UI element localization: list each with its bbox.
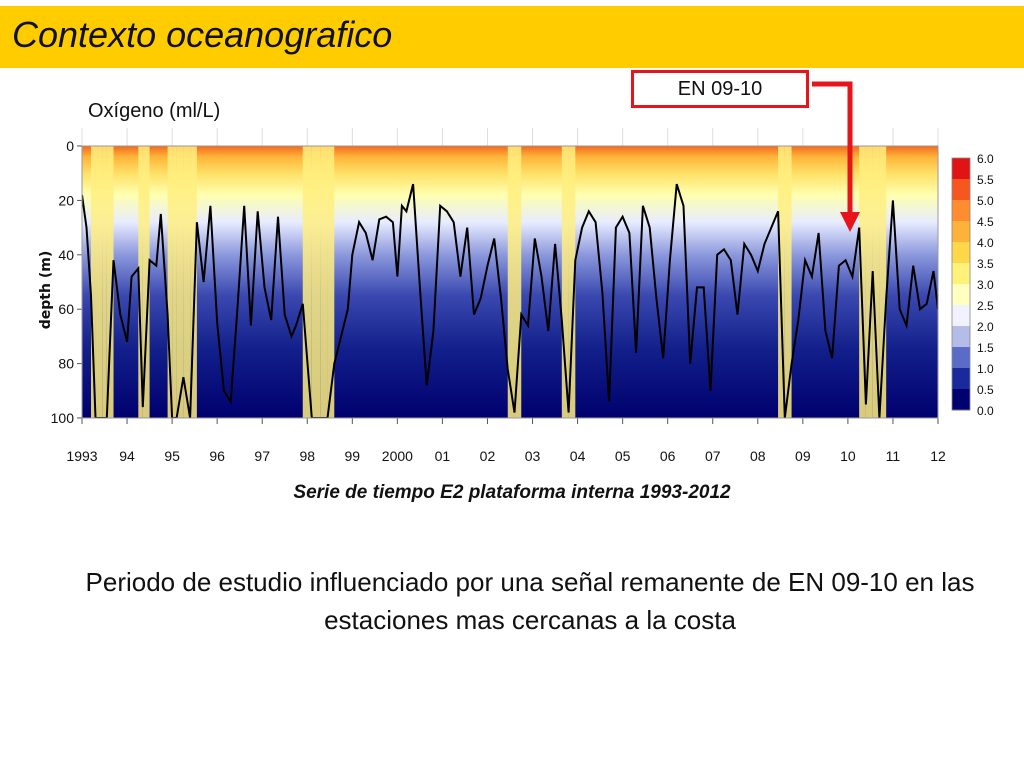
warm-bands	[91, 146, 887, 418]
colorbar-tick-label: 0.0	[977, 404, 994, 418]
x-tick-label: 95	[164, 448, 180, 464]
colorbar: 6.0 5.5 5.0 4.5 4.0 3.5 3.0 2.5 2.0 1.5 1.0 0.5 0.0	[951, 152, 994, 418]
x-tick-label: 2000	[382, 448, 413, 464]
colorbar-tick-label: 2.0	[977, 320, 994, 334]
warm-band	[879, 146, 887, 418]
plot-frame	[81, 145, 939, 419]
colorbar-swatch	[952, 305, 970, 327]
warm-band	[514, 146, 522, 418]
x-tick-label: 07	[705, 448, 721, 464]
oxycline-contour-line	[82, 183, 938, 418]
colorbar-swatch	[952, 242, 970, 264]
colorbar-tick-label: 4.0	[977, 236, 994, 250]
colorbar-tick-label: 0.5	[977, 383, 994, 397]
colorbar-swatch	[952, 389, 970, 411]
y-tick-label: 40	[58, 247, 74, 263]
warm-band	[95, 146, 103, 418]
warm-band	[106, 146, 114, 418]
colorbar-swatch	[952, 179, 970, 201]
en-annotation-arrow	[812, 81, 860, 232]
warm-band	[859, 146, 866, 418]
warm-band	[176, 146, 184, 418]
warm-band	[167, 146, 173, 418]
colorbar-swatch	[952, 284, 970, 306]
x-axis-ticks: 1993 94 95 96 97 98 99 2000 01 02 03 04 05 06 07 08 09 10…	[66, 448, 946, 464]
x-tick-label: 05	[615, 448, 631, 464]
colorbar-swatch	[952, 326, 970, 348]
colorbar-tick-label: 1.5	[977, 341, 994, 355]
colorbar-tick-label: 5.5	[977, 173, 994, 187]
colorbar-tick-label: 2.5	[977, 299, 994, 313]
colorbar-swatch	[952, 368, 970, 390]
colorbar-swatch	[952, 158, 970, 180]
x-tick-label: 99	[345, 448, 361, 464]
chart-caption: Serie de tiempo E2 plataforma interna 19…	[293, 482, 731, 503]
warm-band	[172, 146, 177, 418]
y-axis-label: depth (m)	[38, 251, 54, 329]
colorbar-swatch	[952, 347, 970, 369]
body-text: Periodo de estudio influenciado por una …	[85, 567, 975, 635]
warm-band	[183, 146, 191, 418]
warm-band	[302, 146, 312, 418]
x-tick-label: 02	[480, 448, 496, 464]
x-tick-label: 97	[254, 448, 270, 464]
colorbar-tick-label: 3.0	[977, 278, 994, 292]
x-tick-label: 01	[435, 448, 451, 464]
x-tick-label: 09	[795, 448, 811, 464]
x-tick-label: 1993	[66, 448, 97, 464]
arrow-shaft	[812, 81, 853, 215]
colorbar-swatch	[952, 221, 970, 243]
colorbar-tick-label: 4.5	[977, 215, 994, 229]
y-axis-ticks: 0 20 40 60 80 100	[51, 138, 75, 426]
warm-band	[568, 146, 576, 418]
y-tick-label: 0	[66, 138, 74, 154]
colorbar-tick-label: 3.5	[977, 257, 994, 271]
warm-band	[561, 146, 569, 418]
warm-band	[102, 146, 107, 418]
warm-band	[507, 146, 515, 418]
colorbar-tick-label: 6.0	[977, 152, 994, 166]
title-banner	[0, 6, 1024, 68]
y-tick-label: 60	[58, 301, 74, 317]
warm-band	[778, 146, 785, 418]
x-tick-label: 94	[119, 448, 135, 464]
warm-band	[91, 146, 96, 418]
y-tick-label: 100	[51, 410, 75, 426]
colorbar-tick-label: 5.0	[977, 194, 994, 208]
arrow-head	[840, 212, 860, 232]
y-tick-label: 20	[58, 192, 74, 208]
x-tick-label: 12	[930, 448, 946, 464]
colorbar-tick-label: 1.0	[977, 362, 994, 376]
slide-title: Contexto oceanografico	[12, 14, 393, 55]
x-tick-label: 04	[570, 448, 586, 464]
colorbar-swatch	[952, 200, 970, 222]
warm-band	[784, 146, 792, 418]
warm-band	[865, 146, 873, 418]
warm-band	[138, 146, 143, 418]
x-tick-label: 08	[750, 448, 766, 464]
warm-band	[872, 146, 880, 418]
warm-band	[142, 146, 150, 418]
grid-lines	[77, 128, 939, 424]
y-tick-label: 80	[58, 356, 74, 372]
x-tick-label: 10	[840, 448, 856, 464]
x-tick-label: 98	[299, 448, 315, 464]
warm-band	[327, 146, 335, 418]
warm-band	[320, 146, 328, 418]
colorbar-frame	[951, 157, 971, 411]
x-tick-label: 03	[525, 448, 541, 464]
warm-band	[190, 146, 197, 418]
x-tick-label: 06	[660, 448, 676, 464]
chart-title: Oxígeno (ml/L)	[88, 100, 220, 122]
colorbar-swatch	[952, 263, 970, 285]
en-callout-box: EN 09-10	[631, 70, 809, 108]
x-tick-label: 96	[209, 448, 225, 464]
warm-band	[311, 146, 321, 418]
x-tick-label: 11	[886, 448, 901, 464]
